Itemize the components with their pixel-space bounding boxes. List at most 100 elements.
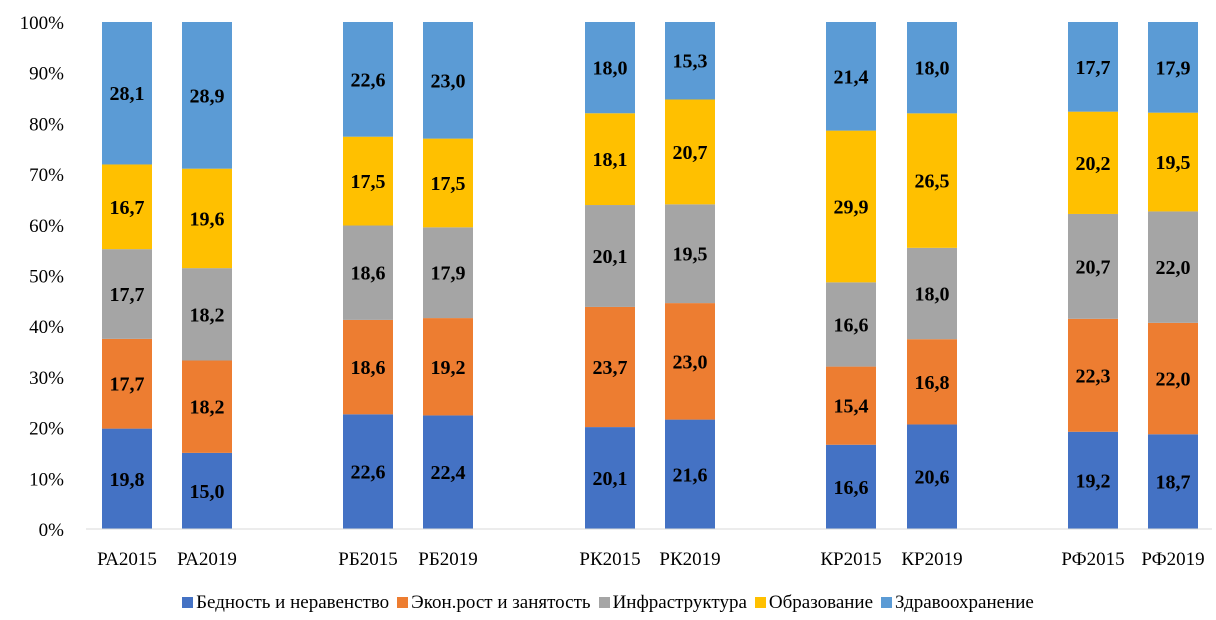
legend-item: Образование — [754, 592, 874, 614]
data-label: 23,7 — [593, 357, 628, 379]
bar-segment — [423, 138, 473, 228]
legend-item: Экон.рост и занятость — [397, 592, 591, 614]
data-label: 22,6 — [351, 69, 386, 91]
data-label: 19,2 — [1076, 470, 1111, 492]
bar-segment — [102, 428, 152, 529]
data-label: 20,2 — [1076, 153, 1111, 175]
bar-segment — [826, 130, 876, 283]
bar-segment — [1148, 112, 1198, 212]
bar-segment — [665, 303, 715, 420]
bar-segment — [585, 427, 635, 529]
data-label: 17,5 — [431, 173, 466, 195]
bar-segment — [1148, 322, 1198, 435]
legend-item: Здравоохранение — [881, 592, 1034, 614]
bar-segment — [826, 366, 876, 445]
y-tick-label: 80% — [29, 114, 64, 135]
legend-label: Здравоохранение — [895, 592, 1034, 613]
bar-segment — [102, 338, 152, 429]
data-label: 17,9 — [1156, 57, 1191, 79]
legend-item: Бедность и неравенство — [182, 592, 389, 614]
y-tick-label: 0% — [39, 520, 65, 541]
bar-segment — [423, 318, 473, 416]
bar-segment — [182, 22, 232, 169]
bar-segment — [665, 419, 715, 529]
x-tick-label: РБ2015 — [338, 549, 397, 570]
data-label: 22,6 — [351, 462, 386, 484]
data-label: 18,6 — [351, 263, 386, 285]
y-tick-label: 10% — [29, 469, 64, 490]
data-label: 16,8 — [915, 372, 950, 394]
bar-segment — [343, 225, 393, 320]
bar-segment — [665, 204, 715, 304]
data-label: 21,4 — [834, 66, 869, 88]
x-axis: РА2015 РА2019 РБ2015 РБ2019 РК2015 РК2019 КР20… — [86, 528, 1212, 570]
bar-segment — [1148, 211, 1198, 323]
bar-segment — [826, 282, 876, 367]
data-label: 18,7 — [1156, 472, 1191, 494]
legend-label: Бедность и неравенство — [196, 592, 390, 613]
x-tick-label: РБ2019 — [418, 549, 477, 570]
data-label: 18,6 — [351, 357, 386, 379]
data-label: 22,4 — [431, 462, 466, 484]
bar-segment — [423, 227, 473, 319]
data-label: 15,3 — [673, 51, 708, 73]
legend-label: Образование — [768, 592, 874, 613]
bar-segment — [1068, 22, 1118, 112]
bar-segment — [182, 452, 232, 529]
y-tick-label: 60% — [29, 216, 64, 237]
x-tick-label: РК2015 — [579, 549, 640, 570]
bar-segment — [585, 113, 635, 206]
x-tick-label: РА2015 — [97, 549, 157, 570]
data-label: 19,5 — [673, 244, 708, 266]
bar-segment — [1148, 22, 1198, 113]
data-label: 26,5 — [915, 171, 950, 193]
data-label: 18,0 — [915, 284, 950, 306]
data-label: 22,0 — [1156, 257, 1191, 279]
y-tick-label: 40% — [29, 317, 64, 338]
data-label: 17,7 — [1076, 57, 1111, 79]
data-label: 29,9 — [834, 196, 869, 218]
data-label: 20,1 — [593, 246, 628, 268]
stacked-bar-chart: 0% 10% 20% 30% 40% 50% 60% 70% 80% 90% 100% 19,8 17… — [20, 13, 1212, 570]
bar-segment — [343, 319, 393, 415]
bar-segment — [585, 205, 635, 307]
legend-label: Экон.рост и занятость — [411, 592, 591, 613]
y-axis: 0% 10% 20% 30% 40% 50% 60% 70% 80% 90% 100% — [20, 13, 65, 541]
y-tick-label: 20% — [29, 419, 64, 440]
bar-segment — [907, 22, 957, 114]
bar-segment — [182, 168, 232, 269]
legend-swatch — [182, 597, 194, 608]
bar-segment — [1068, 431, 1118, 529]
data-label: 17,7 — [110, 284, 145, 306]
data-label: 20,7 — [673, 142, 708, 164]
bar-segment — [343, 414, 393, 529]
legend-swatch — [397, 597, 409, 608]
data-label: 15,0 — [190, 481, 225, 503]
bar-segment — [423, 22, 473, 139]
bar-segment — [585, 22, 635, 114]
data-label: 20,1 — [593, 468, 628, 490]
data-label: 22,3 — [1076, 365, 1111, 387]
data-label: 17,5 — [351, 171, 386, 193]
x-tick-label: РФ2019 — [1141, 549, 1204, 570]
data-label: 19,8 — [110, 469, 145, 491]
bar-segment — [102, 22, 152, 165]
bar-segment — [665, 99, 715, 205]
y-tick-label: 70% — [29, 165, 64, 186]
legend-swatch — [881, 597, 893, 608]
data-label: 28,9 — [190, 85, 225, 107]
x-tick-label: РФ2015 — [1061, 549, 1124, 570]
bar-segment — [907, 424, 957, 529]
bar-segment — [665, 22, 715, 100]
x-tick-label: КР2019 — [901, 549, 962, 570]
bar-segment — [826, 22, 876, 131]
bar-segment — [1068, 213, 1118, 319]
data-label: 20,7 — [1076, 256, 1111, 278]
data-label: 22,0 — [1156, 369, 1191, 391]
bar-segment — [102, 164, 152, 250]
legend-label: Инфраструктура — [612, 592, 747, 613]
bar-segment — [585, 306, 635, 428]
legend-item: Инфраструктура — [598, 592, 747, 614]
x-tick-label: КР2015 — [820, 549, 881, 570]
y-tick-label: 30% — [29, 368, 64, 389]
